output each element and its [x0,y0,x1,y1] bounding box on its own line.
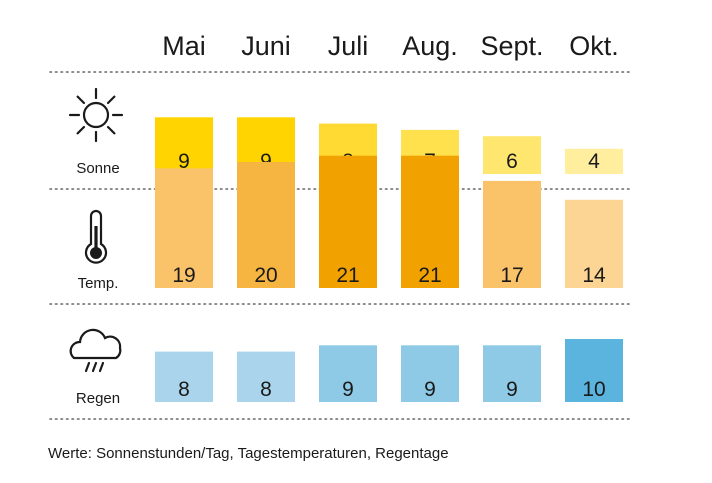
bar-regen-sept [483,345,541,402]
bar-regen-okt [565,339,623,402]
row-label-temp: Temp. [78,275,119,292]
bar-regen-juli [319,345,377,402]
rain-cloud-icon [69,328,122,373]
bar-temp-juli [319,155,377,288]
thermometer-icon [84,209,108,264]
bar-temp-okt [565,199,623,288]
bar-temp-mai [155,168,213,288]
month-label-okt: Okt. [569,31,619,61]
value-label-temp-aug: 21 [418,264,441,287]
chart-footnote: Werte: Sonnenstunden/Tag, Tagestemperatu… [48,445,449,462]
value-label-sonne-okt: 4 [588,150,600,173]
value-label-regen-sept: 9 [506,378,518,401]
value-label-regen-mai: 8 [178,378,190,401]
value-label-sonne-sept: 6 [506,150,518,173]
value-label-temp-juni: 20 [254,264,277,287]
value-label-temp-okt: 14 [582,264,606,287]
value-label-temp-sept: 17 [500,264,523,287]
bar-sonne-mai [155,117,213,174]
bar-sonne-okt [565,148,623,174]
value-label-regen-juli: 9 [342,378,354,401]
bar-regen-juni [237,351,295,402]
sun-icon [68,87,124,143]
value-label-temp-juli: 21 [336,264,359,287]
month-labels: Mai Juni Juli Aug. Sept. Okt. [162,31,619,61]
bar-regen-aug [401,345,459,402]
month-label-mai: Mai [162,31,206,61]
value-label-regen-aug: 9 [424,378,436,401]
month-label-juli: Juli [328,31,369,61]
bar-temp-sept [483,180,541,288]
row-label-sonne: Sonne [76,160,119,177]
value-label-temp-mai: 19 [172,264,195,287]
row-temp: Temp. 19 20 21 21 17 14 [78,155,623,292]
value-label-sonne-mai: 9 [178,150,190,173]
bar-temp-juni [237,162,295,288]
row-label-regen: Regen [76,390,120,407]
value-label-regen-juni: 8 [260,378,272,401]
value-label-regen-okt: 10 [582,378,605,401]
month-label-juni: Juni [241,31,291,61]
month-label-sept: Sept. [480,31,543,61]
bar-sonne-sept [483,136,541,174]
value-label-sonne-juni: 9 [260,150,272,173]
bar-temp-aug [401,155,459,288]
bar-regen-mai [155,351,213,402]
month-label-aug: Aug. [402,31,458,61]
row-regen: Regen 8 8 9 9 9 10 [69,328,623,407]
